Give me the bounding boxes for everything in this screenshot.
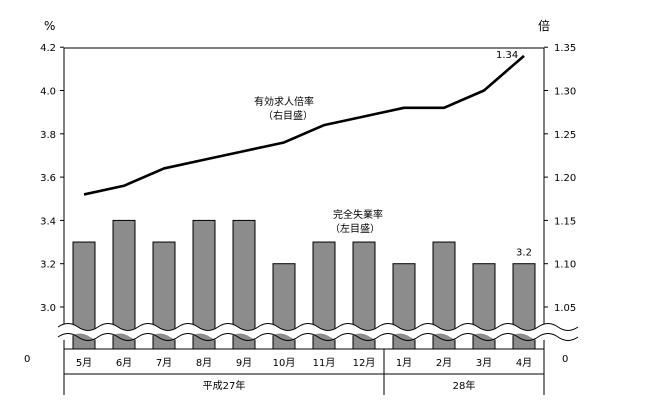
right-tick-label: 1.10 bbox=[554, 260, 576, 271]
right-tick-label: 1.15 bbox=[554, 216, 576, 227]
year-group-label: 28年 bbox=[453, 379, 476, 392]
left-tick-label: 4.2 bbox=[40, 43, 56, 54]
month-tick-label: 1月 bbox=[396, 357, 412, 369]
unemployment-bar bbox=[232, 219, 256, 350]
month-tick-label: 8月 bbox=[196, 357, 212, 369]
right-tick-label: 1.20 bbox=[554, 173, 576, 184]
axis-break-line-top bbox=[57, 323, 579, 331]
right-tick-label: 1.05 bbox=[554, 303, 576, 314]
unemployment-annotation: 完全失業率 bbox=[333, 208, 383, 221]
job-ratio-line bbox=[83, 54, 525, 196]
right-tick-label: 1.35 bbox=[554, 43, 576, 54]
month-tick-label: 12月 bbox=[353, 357, 376, 369]
unemployment-bar bbox=[72, 241, 96, 350]
right-zero-label: 0 bbox=[562, 354, 568, 365]
month-tick-label: 3月 bbox=[476, 357, 492, 369]
left-zero-label: 0 bbox=[24, 354, 30, 365]
unemployment-bar bbox=[192, 219, 216, 350]
month-tick-label: 10月 bbox=[273, 357, 296, 369]
right-tick-label: 1.30 bbox=[554, 87, 576, 98]
right-tick-label: 1.25 bbox=[554, 130, 576, 141]
unemployment-bar bbox=[432, 241, 456, 350]
left-tick-label: 3.6 bbox=[40, 173, 56, 184]
unemployment-bar bbox=[152, 241, 176, 350]
right-axis-unit: 倍 bbox=[538, 18, 550, 33]
month-tick-label: 6月 bbox=[116, 357, 132, 369]
month-tick-label: 2月 bbox=[436, 357, 452, 369]
unemployment-end-label: 3.2 bbox=[516, 248, 532, 259]
unemployment-bar bbox=[112, 219, 136, 350]
left-tick-label: 3.0 bbox=[40, 303, 56, 314]
unemployment-annotation: （左目盛） bbox=[330, 222, 380, 235]
job-ratio-annotation: 有効求人倍率 bbox=[254, 95, 314, 108]
month-tick-label: 9月 bbox=[236, 357, 252, 369]
month-tick-label: 4月 bbox=[516, 357, 532, 369]
left-tick-label: 4.0 bbox=[40, 87, 56, 98]
axis-break-line-bottom bbox=[57, 333, 579, 341]
year-group-label: 平成27年 bbox=[203, 379, 246, 392]
unemployment-bar bbox=[312, 241, 336, 350]
unemployment-bar bbox=[352, 241, 376, 350]
job-ratio-end-label: 1.34 bbox=[496, 50, 518, 61]
left-tick-label: 3.4 bbox=[40, 216, 56, 227]
month-tick-label: 11月 bbox=[313, 357, 336, 369]
left-tick-label: 3.8 bbox=[40, 130, 56, 141]
month-tick-label: 5月 bbox=[76, 357, 92, 369]
month-tick-label: 7月 bbox=[156, 357, 172, 369]
left-tick-label: 3.2 bbox=[40, 260, 56, 271]
left-axis-unit: % bbox=[44, 19, 55, 33]
axis-break-band bbox=[30, 323, 578, 341]
job-ratio-annotation: （右目盛） bbox=[263, 109, 313, 122]
